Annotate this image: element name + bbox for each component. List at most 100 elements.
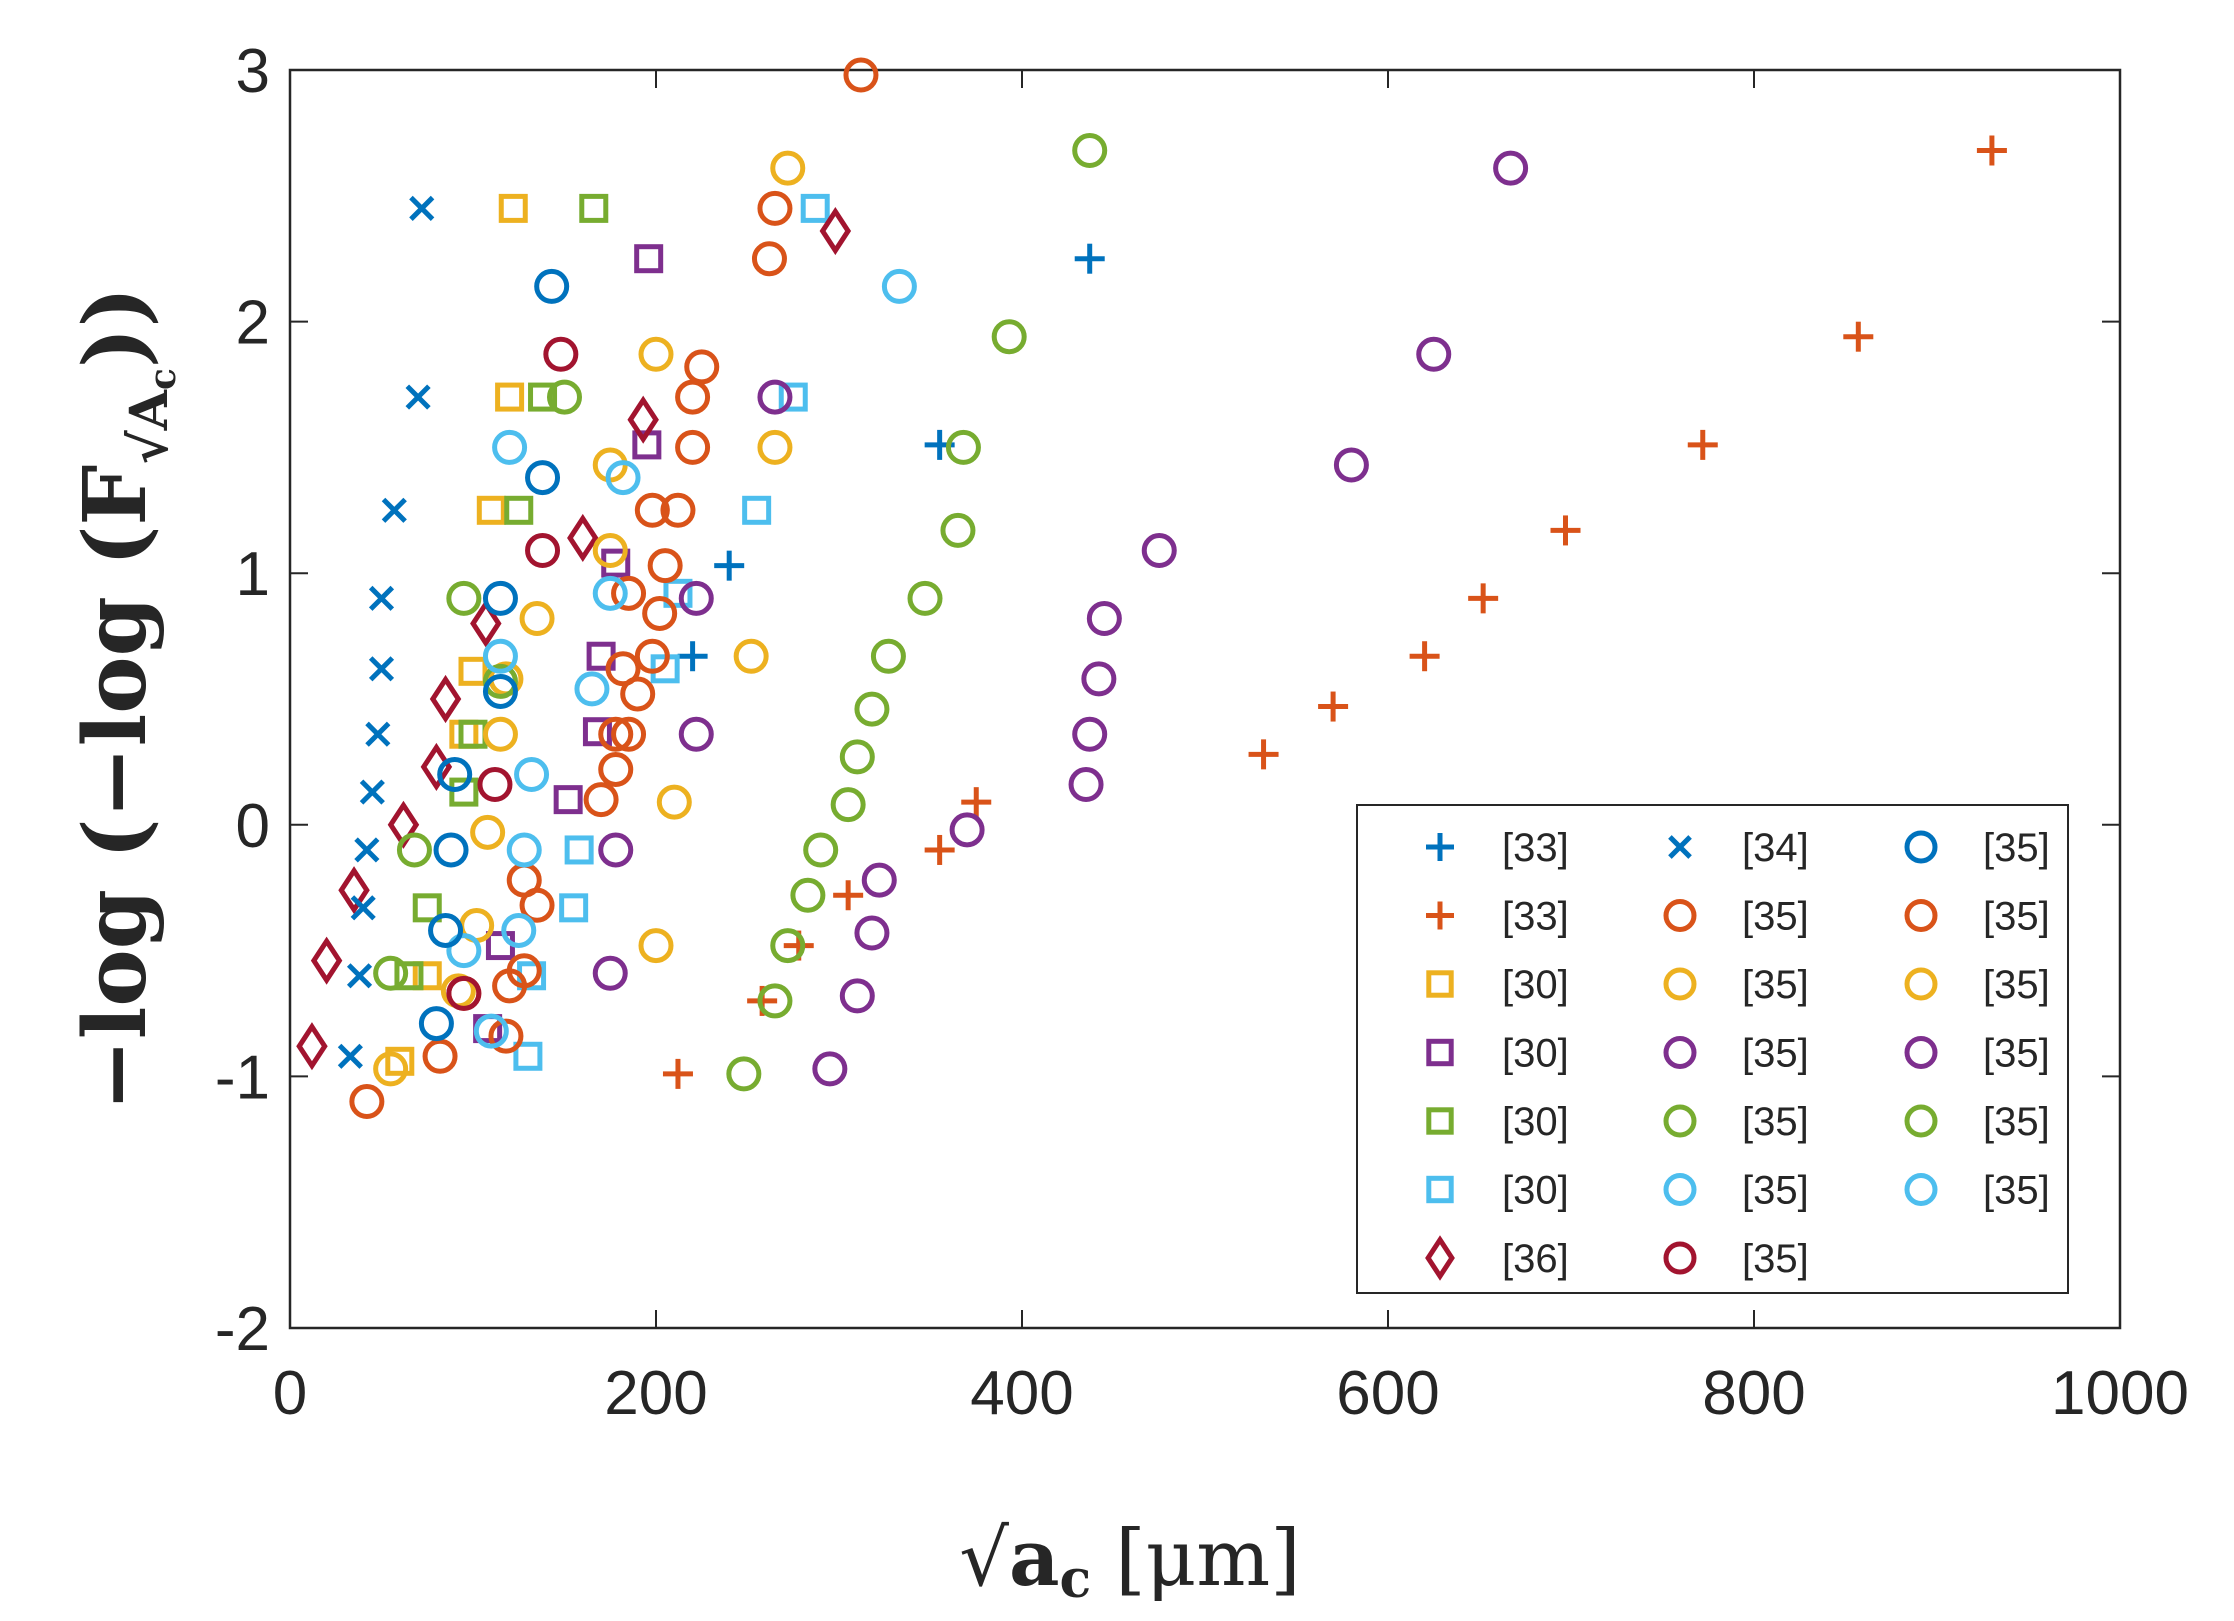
data-point bbox=[422, 1038, 458, 1074]
circle-marker bbox=[678, 716, 714, 752]
data-point bbox=[373, 1051, 409, 1087]
legend-label: [35] bbox=[1742, 895, 1809, 939]
data-point bbox=[492, 429, 528, 465]
circle-marker bbox=[1663, 967, 1697, 1001]
data-point bbox=[854, 915, 890, 951]
x-marker-b bbox=[365, 721, 391, 747]
data-point bbox=[519, 600, 555, 636]
square-marker bbox=[559, 893, 589, 923]
circle-marker bbox=[1904, 1036, 1938, 1069]
data-point bbox=[854, 691, 890, 727]
data-point bbox=[1409, 641, 1440, 672]
circle-marker bbox=[547, 379, 582, 415]
circle-marker bbox=[757, 379, 793, 415]
circle-marker bbox=[1333, 447, 1369, 483]
legend-label: [35] bbox=[1742, 1032, 1809, 1076]
data-point bbox=[861, 862, 897, 898]
circle-marker bbox=[638, 928, 674, 964]
diamond-marker bbox=[567, 513, 599, 563]
legend-item: [33] bbox=[1426, 826, 1569, 870]
data-point bbox=[482, 673, 518, 709]
data-point bbox=[656, 784, 692, 820]
data-point bbox=[945, 429, 981, 465]
data-point bbox=[482, 580, 518, 616]
x-marker-b bbox=[381, 497, 407, 523]
data-point bbox=[528, 382, 558, 412]
legend-label: [35] bbox=[1742, 1237, 1809, 1281]
diamond-marker bbox=[627, 395, 659, 444]
legend-marker bbox=[1426, 1175, 1454, 1204]
series-1 bbox=[662, 135, 2007, 1089]
data-point bbox=[1843, 321, 1874, 352]
legend-marker bbox=[1904, 1036, 1938, 1069]
data-point bbox=[598, 832, 634, 868]
series-13 bbox=[418, 268, 570, 1042]
legend-item: [30] bbox=[1426, 1032, 1569, 1076]
data-point bbox=[592, 955, 628, 991]
circle-marker bbox=[482, 663, 518, 699]
data-point bbox=[605, 651, 641, 687]
circle-marker bbox=[620, 676, 656, 712]
circle-marker bbox=[519, 600, 555, 636]
square-marker bbox=[564, 835, 594, 865]
data-point bbox=[627, 395, 659, 444]
legend-label: [35] bbox=[1983, 895, 2050, 939]
circle-marker bbox=[506, 953, 542, 989]
y-tick-label: 1 bbox=[236, 540, 270, 609]
diamond-marker bbox=[338, 866, 370, 915]
circle-marker bbox=[418, 1006, 454, 1042]
y-tick-label: -2 bbox=[215, 1295, 270, 1364]
legend-label: [35] bbox=[1983, 1032, 2050, 1076]
data-point bbox=[684, 349, 720, 385]
legend-item: [30] bbox=[1426, 1100, 1569, 1144]
circle-marker bbox=[598, 832, 634, 868]
data-point bbox=[1068, 767, 1104, 803]
circle-marker bbox=[839, 739, 875, 775]
data-point bbox=[1072, 716, 1108, 752]
x-marker-b bbox=[354, 837, 380, 863]
data-point bbox=[429, 674, 462, 724]
x-tick-label: 600 bbox=[1336, 1359, 1439, 1428]
legend-label: [35] bbox=[1742, 1169, 1809, 1213]
circle-marker bbox=[1663, 1104, 1697, 1138]
x-tick-label: 200 bbox=[604, 1359, 707, 1428]
data-point bbox=[1468, 583, 1499, 614]
data-point bbox=[757, 379, 793, 415]
square-marker bbox=[1426, 970, 1454, 998]
x-axis-label-prefix: √ bbox=[959, 1514, 1009, 1604]
circle-marker bbox=[1086, 600, 1122, 636]
circle-marker bbox=[592, 533, 628, 569]
circle-marker bbox=[373, 1051, 409, 1087]
series-12 bbox=[446, 268, 917, 1049]
circle-marker bbox=[1068, 767, 1104, 803]
circle-marker bbox=[854, 691, 890, 727]
square-marker bbox=[412, 893, 442, 923]
x-tick-label: 800 bbox=[1702, 1359, 1805, 1428]
legend-item: [33] bbox=[1426, 895, 1569, 939]
data-point bbox=[338, 866, 370, 915]
circle-marker bbox=[647, 548, 683, 584]
data-point bbox=[458, 656, 488, 686]
data-point bbox=[470, 814, 506, 850]
legend-label: [35] bbox=[1983, 826, 2050, 870]
data-point bbox=[553, 785, 583, 815]
circle-marker bbox=[634, 492, 670, 528]
circle-marker bbox=[1663, 1241, 1697, 1275]
circle-marker bbox=[1081, 661, 1117, 697]
x-marker-b bbox=[350, 895, 376, 921]
data-point bbox=[778, 382, 808, 412]
square-marker bbox=[742, 495, 772, 525]
x-axis-label-unit: [μm] bbox=[1115, 1514, 1301, 1604]
series-7 bbox=[337, 195, 435, 1069]
circle-marker bbox=[1904, 899, 1938, 932]
circle-marker bbox=[1663, 899, 1697, 932]
series-5 bbox=[513, 193, 830, 1071]
circle-marker bbox=[396, 832, 432, 868]
data-point bbox=[477, 767, 513, 803]
x-marker-b bbox=[359, 779, 385, 805]
series-4 bbox=[394, 193, 609, 991]
legend-marker bbox=[1663, 1241, 1697, 1275]
data-point bbox=[567, 513, 599, 563]
square-marker bbox=[1426, 1175, 1454, 1204]
